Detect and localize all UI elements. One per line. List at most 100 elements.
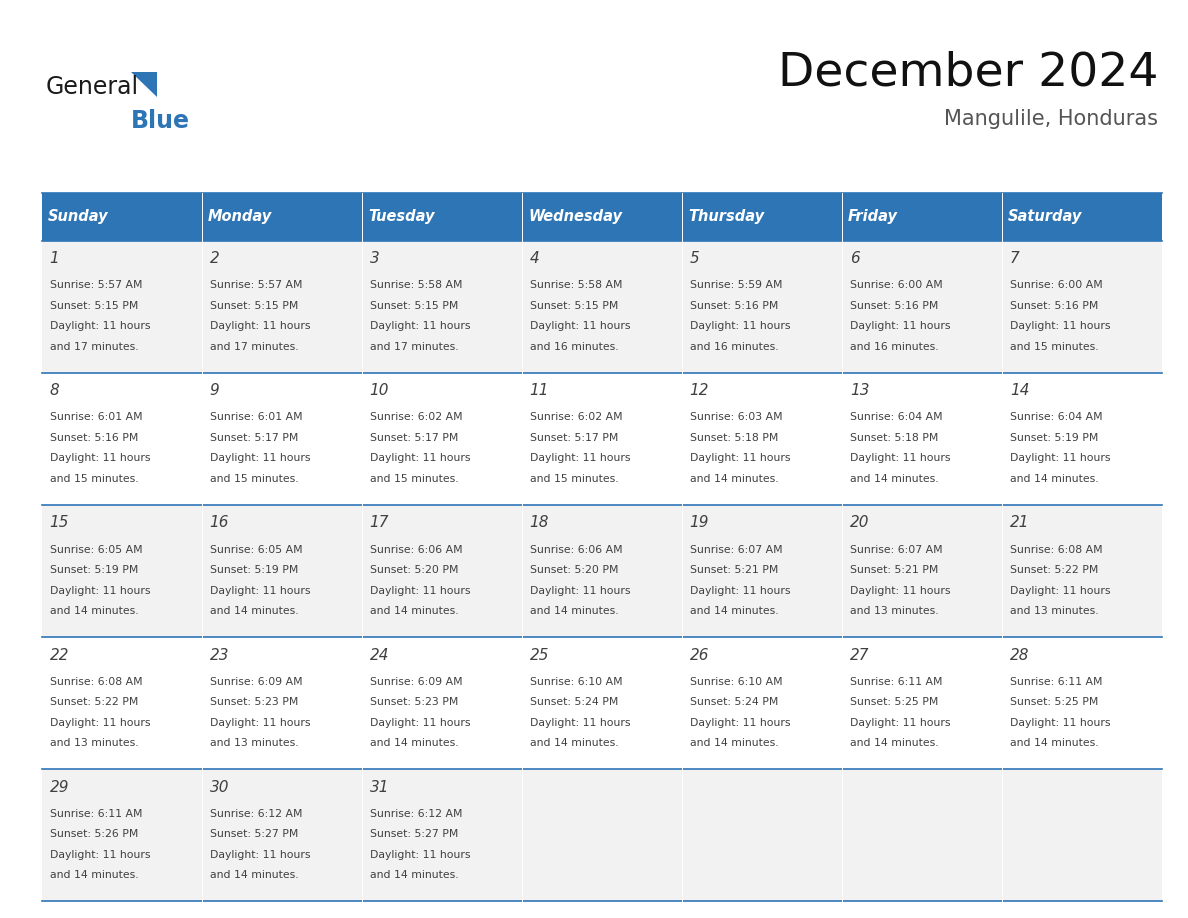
Text: Thursday: Thursday [688, 209, 764, 224]
Text: Daylight: 11 hours: Daylight: 11 hours [50, 718, 150, 728]
Text: Sunrise: 6:08 AM: Sunrise: 6:08 AM [50, 677, 143, 687]
Text: Daylight: 11 hours: Daylight: 11 hours [209, 718, 310, 728]
Text: Sunday: Sunday [48, 209, 108, 224]
Text: and 15 minutes.: and 15 minutes. [50, 474, 138, 484]
Text: Sunset: 5:22 PM: Sunset: 5:22 PM [1010, 565, 1098, 575]
Text: Mangulile, Honduras: Mangulile, Honduras [944, 109, 1158, 129]
Text: Sunset: 5:20 PM: Sunset: 5:20 PM [369, 565, 459, 575]
Text: Sunrise: 5:57 AM: Sunrise: 5:57 AM [209, 280, 302, 290]
Text: and 15 minutes.: and 15 minutes. [1010, 341, 1099, 352]
Text: and 14 minutes.: and 14 minutes. [369, 870, 459, 880]
Text: Sunset: 5:23 PM: Sunset: 5:23 PM [209, 698, 298, 707]
Text: Friday: Friday [848, 209, 898, 224]
Text: Sunrise: 6:10 AM: Sunrise: 6:10 AM [530, 677, 623, 687]
Text: Sunrise: 5:58 AM: Sunrise: 5:58 AM [369, 280, 462, 290]
Text: Sunset: 5:27 PM: Sunset: 5:27 PM [209, 830, 298, 839]
Text: Daylight: 11 hours: Daylight: 11 hours [1010, 718, 1111, 728]
Text: Sunset: 5:21 PM: Sunset: 5:21 PM [849, 565, 939, 575]
Text: Sunrise: 6:10 AM: Sunrise: 6:10 AM [690, 677, 783, 687]
Text: 23: 23 [209, 648, 229, 663]
Text: Daylight: 11 hours: Daylight: 11 hours [50, 321, 150, 331]
Text: and 14 minutes.: and 14 minutes. [1010, 738, 1099, 748]
Text: 4: 4 [530, 252, 539, 266]
Text: Sunrise: 6:01 AM: Sunrise: 6:01 AM [209, 412, 302, 422]
Text: Sunset: 5:23 PM: Sunset: 5:23 PM [369, 698, 459, 707]
Text: Sunset: 5:18 PM: Sunset: 5:18 PM [690, 433, 778, 442]
Text: 18: 18 [530, 516, 549, 531]
Text: 3: 3 [369, 252, 379, 266]
Text: 16: 16 [209, 516, 229, 531]
Text: Daylight: 11 hours: Daylight: 11 hours [849, 321, 950, 331]
Text: 20: 20 [849, 516, 870, 531]
Text: Daylight: 11 hours: Daylight: 11 hours [209, 586, 310, 596]
Text: Blue: Blue [131, 109, 190, 133]
Text: and 14 minutes.: and 14 minutes. [369, 738, 459, 748]
Text: 10: 10 [369, 384, 390, 398]
Text: General: General [45, 75, 138, 99]
Text: and 13 minutes.: and 13 minutes. [50, 738, 138, 748]
Text: and 17 minutes.: and 17 minutes. [209, 341, 298, 352]
Text: and 17 minutes.: and 17 minutes. [369, 341, 459, 352]
Text: 31: 31 [369, 780, 390, 795]
Text: Sunset: 5:15 PM: Sunset: 5:15 PM [209, 301, 298, 310]
Text: and 13 minutes.: and 13 minutes. [209, 738, 298, 748]
Text: 29: 29 [50, 780, 69, 795]
Text: Sunset: 5:15 PM: Sunset: 5:15 PM [50, 301, 138, 310]
Text: Daylight: 11 hours: Daylight: 11 hours [849, 586, 950, 596]
Text: and 14 minutes.: and 14 minutes. [849, 738, 939, 748]
Text: Sunset: 5:19 PM: Sunset: 5:19 PM [1010, 433, 1098, 442]
Text: 24: 24 [369, 648, 390, 663]
Text: Sunset: 5:18 PM: Sunset: 5:18 PM [849, 433, 939, 442]
Text: December 2024: December 2024 [778, 50, 1158, 96]
Text: 19: 19 [690, 516, 709, 531]
Bar [42, 769, 1162, 901]
Text: Monday: Monday [208, 209, 272, 224]
Text: Daylight: 11 hours: Daylight: 11 hours [849, 718, 950, 728]
Text: 22: 22 [50, 648, 69, 663]
Text: and 14 minutes.: and 14 minutes. [530, 738, 618, 748]
Text: Sunset: 5:17 PM: Sunset: 5:17 PM [530, 433, 618, 442]
Text: Sunset: 5:22 PM: Sunset: 5:22 PM [50, 698, 138, 707]
Text: Sunset: 5:16 PM: Sunset: 5:16 PM [849, 301, 939, 310]
Text: Sunrise: 5:59 AM: Sunrise: 5:59 AM [690, 280, 782, 290]
Text: Tuesday: Tuesday [368, 209, 435, 224]
Text: 27: 27 [849, 648, 870, 663]
Text: Sunrise: 6:01 AM: Sunrise: 6:01 AM [50, 412, 143, 422]
Text: 28: 28 [1010, 648, 1029, 663]
Text: 9: 9 [209, 384, 220, 398]
Text: and 14 minutes.: and 14 minutes. [690, 474, 778, 484]
Text: and 13 minutes.: and 13 minutes. [1010, 606, 1099, 616]
Text: Sunset: 5:16 PM: Sunset: 5:16 PM [690, 301, 778, 310]
Bar [42, 637, 1162, 769]
Text: Daylight: 11 hours: Daylight: 11 hours [1010, 321, 1111, 331]
Text: Sunset: 5:25 PM: Sunset: 5:25 PM [849, 698, 939, 707]
Text: Daylight: 11 hours: Daylight: 11 hours [690, 718, 790, 728]
Text: Sunset: 5:26 PM: Sunset: 5:26 PM [50, 830, 138, 839]
Text: Sunset: 5:27 PM: Sunset: 5:27 PM [369, 830, 459, 839]
Text: Daylight: 11 hours: Daylight: 11 hours [369, 321, 470, 331]
Text: Sunset: 5:16 PM: Sunset: 5:16 PM [50, 433, 138, 442]
Text: Sunset: 5:20 PM: Sunset: 5:20 PM [530, 565, 618, 575]
Text: 26: 26 [690, 648, 709, 663]
Text: and 15 minutes.: and 15 minutes. [530, 474, 618, 484]
Text: and 14 minutes.: and 14 minutes. [50, 606, 138, 616]
Text: Sunrise: 6:11 AM: Sunrise: 6:11 AM [1010, 677, 1102, 687]
Text: Daylight: 11 hours: Daylight: 11 hours [1010, 586, 1111, 596]
Text: Sunrise: 6:07 AM: Sunrise: 6:07 AM [690, 544, 783, 554]
Text: Daylight: 11 hours: Daylight: 11 hours [849, 453, 950, 464]
Text: Sunrise: 6:05 AM: Sunrise: 6:05 AM [50, 544, 143, 554]
Text: Sunset: 5:15 PM: Sunset: 5:15 PM [530, 301, 618, 310]
Text: Sunrise: 6:12 AM: Sunrise: 6:12 AM [209, 809, 302, 819]
Text: Sunset: 5:15 PM: Sunset: 5:15 PM [369, 301, 459, 310]
Text: and 15 minutes.: and 15 minutes. [209, 474, 298, 484]
Text: 15: 15 [50, 516, 69, 531]
Text: 8: 8 [50, 384, 59, 398]
Text: 2: 2 [209, 252, 220, 266]
Text: Daylight: 11 hours: Daylight: 11 hours [530, 321, 630, 331]
Text: and 14 minutes.: and 14 minutes. [209, 606, 298, 616]
Text: Sunrise: 6:03 AM: Sunrise: 6:03 AM [690, 412, 783, 422]
Text: Sunset: 5:17 PM: Sunset: 5:17 PM [369, 433, 459, 442]
Bar [42, 193, 1162, 241]
Text: Sunset: 5:24 PM: Sunset: 5:24 PM [690, 698, 778, 707]
Text: Sunrise: 5:57 AM: Sunrise: 5:57 AM [50, 280, 143, 290]
